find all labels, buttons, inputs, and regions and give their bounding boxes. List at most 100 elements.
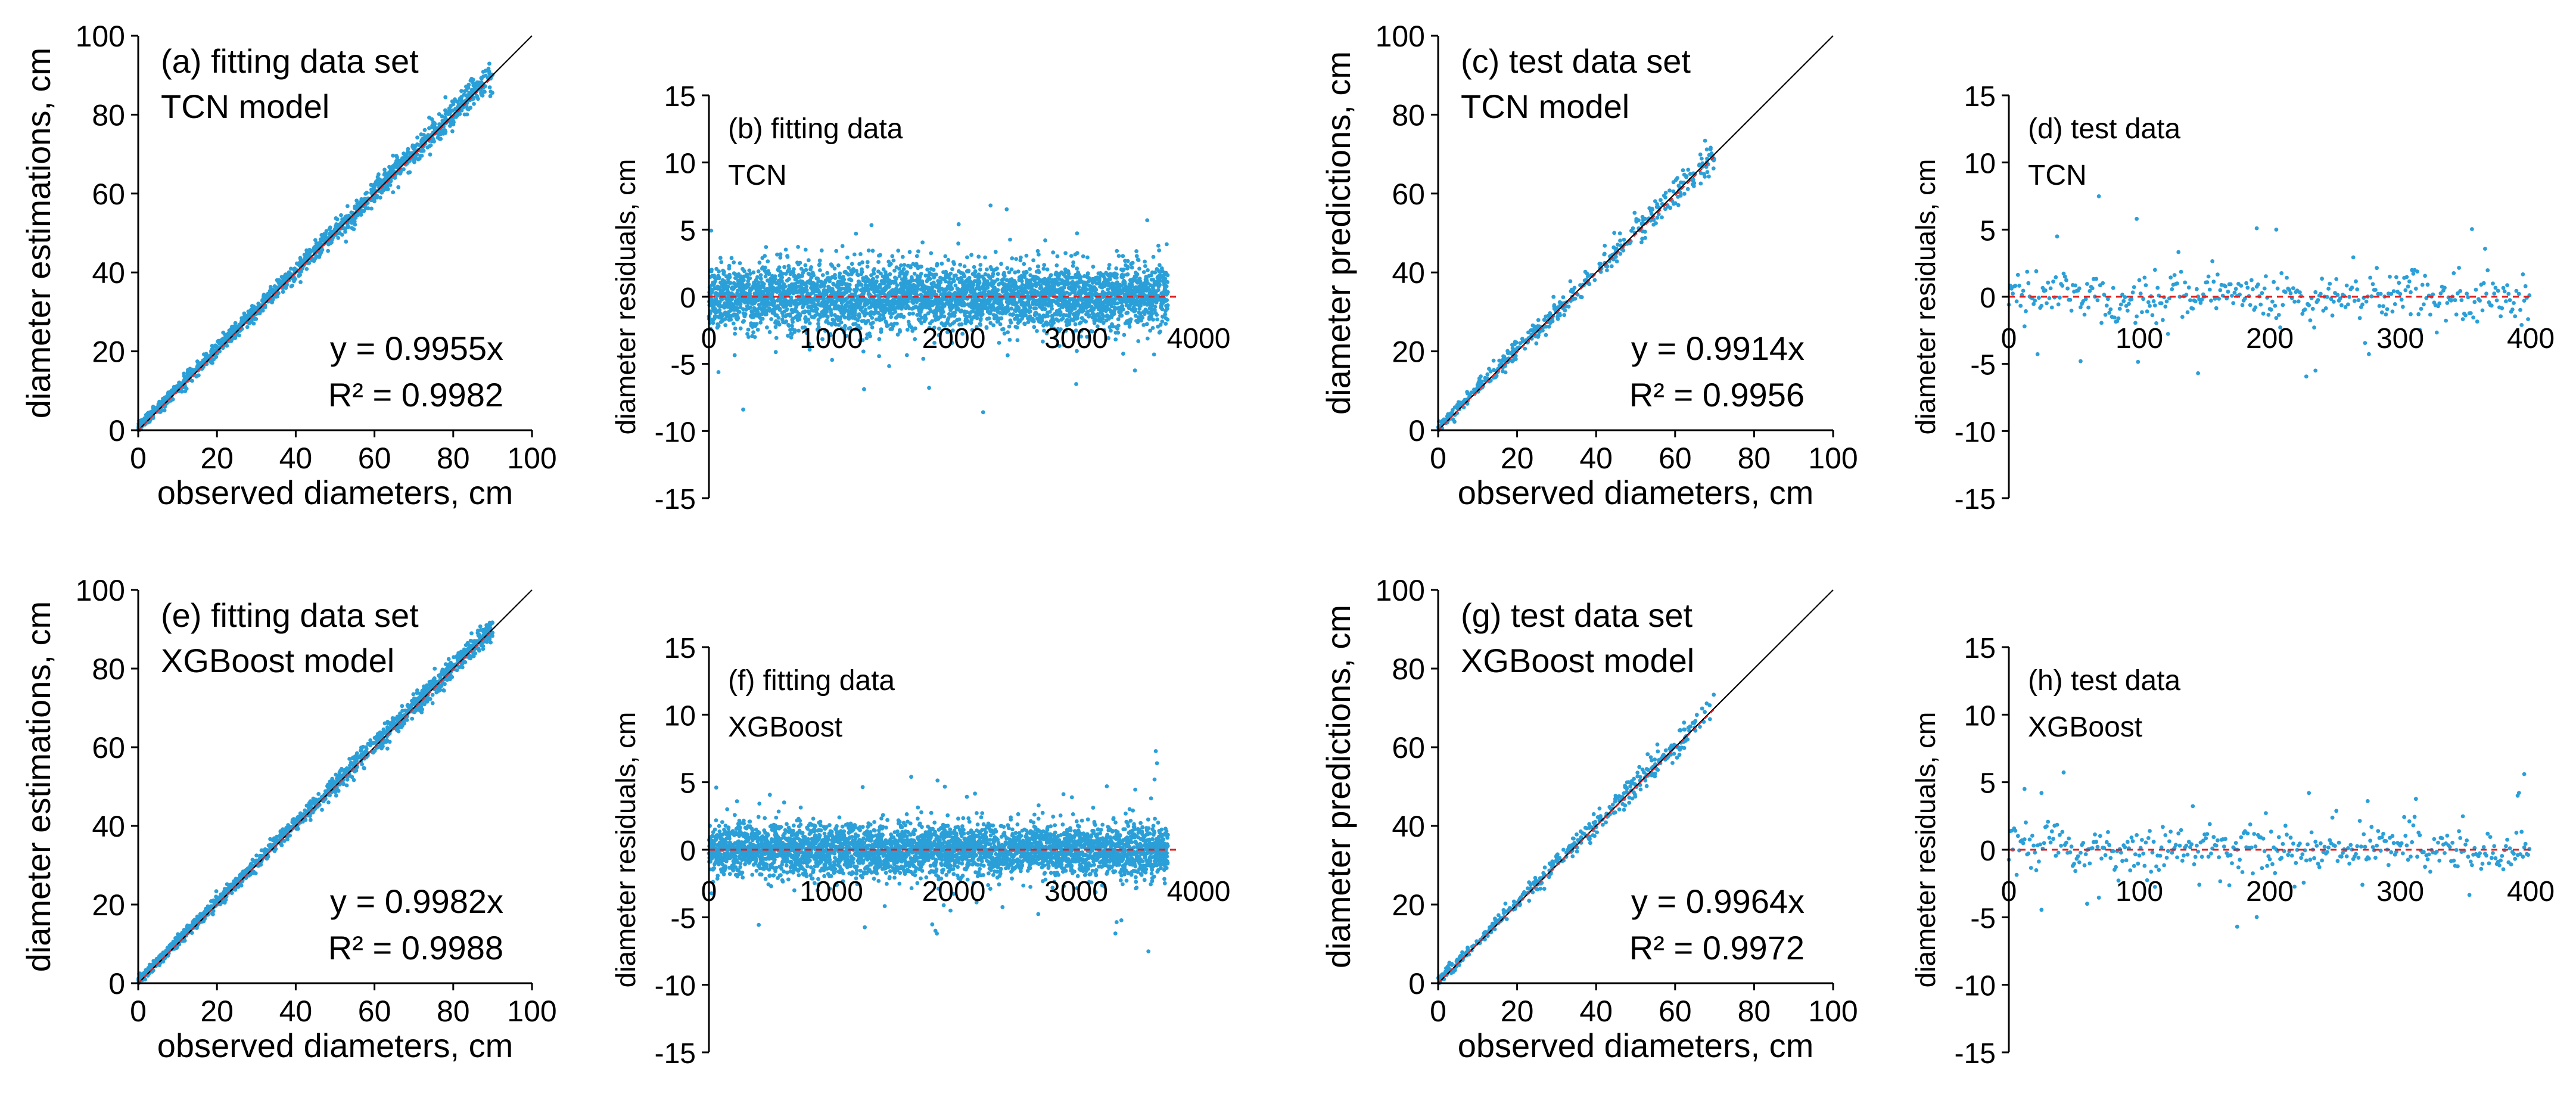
data-point bbox=[785, 307, 789, 312]
data-point bbox=[428, 143, 433, 148]
data-point bbox=[840, 244, 845, 248]
data-point bbox=[928, 276, 932, 281]
data-point bbox=[405, 151, 409, 156]
data-point bbox=[1134, 254, 1139, 259]
data-point bbox=[433, 122, 437, 126]
data-point bbox=[246, 309, 251, 314]
data-point bbox=[719, 260, 724, 265]
data-point bbox=[447, 106, 452, 111]
data-point bbox=[427, 116, 431, 120]
data-point bbox=[1081, 254, 1085, 259]
data-point bbox=[896, 248, 901, 253]
data-point bbox=[1042, 263, 1047, 268]
data-point bbox=[909, 325, 914, 330]
data-point bbox=[326, 248, 330, 253]
data-point bbox=[156, 402, 161, 406]
data-point bbox=[239, 319, 244, 324]
data-point bbox=[382, 167, 387, 172]
data-point bbox=[829, 313, 833, 317]
x-tick-label: 60 bbox=[358, 442, 391, 475]
data-point bbox=[987, 316, 991, 321]
data-point bbox=[784, 319, 789, 324]
data-point bbox=[836, 263, 841, 268]
data-point bbox=[755, 275, 760, 279]
r-squared: R² = 0.9982 bbox=[328, 376, 503, 414]
data-point bbox=[803, 247, 808, 252]
data-point bbox=[479, 92, 484, 97]
data-point bbox=[422, 128, 427, 132]
data-point bbox=[1054, 271, 1059, 275]
data-point bbox=[890, 254, 895, 259]
data-point bbox=[895, 321, 899, 326]
data-point bbox=[1077, 285, 1081, 290]
data-point bbox=[817, 262, 822, 266]
data-point bbox=[1007, 337, 1012, 342]
data-point bbox=[323, 232, 328, 237]
data-point bbox=[999, 262, 1003, 266]
data-point bbox=[751, 270, 756, 275]
data-point bbox=[726, 284, 730, 289]
data-point bbox=[369, 206, 374, 211]
data-point bbox=[1028, 267, 1032, 271]
data-point bbox=[834, 248, 839, 253]
data-point bbox=[145, 411, 150, 416]
data-point bbox=[1054, 263, 1059, 268]
data-point bbox=[1069, 254, 1074, 258]
y-axis-label: diameter estimations, cm bbox=[20, 48, 57, 418]
data-point bbox=[430, 125, 434, 130]
data-point bbox=[752, 335, 757, 339]
data-point bbox=[1116, 254, 1121, 258]
data-point bbox=[934, 272, 938, 277]
data-point bbox=[1085, 271, 1090, 275]
data-point bbox=[999, 316, 1004, 321]
data-point bbox=[774, 335, 779, 340]
data-point bbox=[1037, 270, 1041, 275]
data-point bbox=[832, 266, 837, 271]
data-point bbox=[1106, 266, 1111, 271]
data-point bbox=[909, 265, 913, 270]
data-point bbox=[863, 307, 868, 312]
data-point bbox=[923, 316, 928, 321]
data-point bbox=[983, 255, 987, 260]
data-point bbox=[1051, 250, 1056, 254]
data-point bbox=[806, 258, 811, 263]
data-point bbox=[1116, 324, 1121, 328]
data-point bbox=[1071, 260, 1075, 265]
regression-equation: y = 0.9955x bbox=[330, 330, 503, 367]
data-point bbox=[1006, 330, 1010, 334]
data-point bbox=[358, 200, 363, 204]
data-point bbox=[956, 241, 960, 246]
data-point bbox=[854, 231, 858, 236]
data-point bbox=[803, 263, 808, 268]
x-tick-label: 40 bbox=[279, 442, 313, 475]
data-point bbox=[991, 323, 995, 328]
data-point bbox=[958, 262, 963, 267]
data-point bbox=[819, 248, 824, 253]
data-point bbox=[738, 261, 742, 265]
data-point bbox=[456, 102, 461, 106]
data-point bbox=[783, 247, 788, 252]
data-point bbox=[905, 270, 909, 275]
data-point bbox=[462, 89, 467, 94]
data-point bbox=[1007, 324, 1012, 329]
data-point bbox=[1115, 272, 1119, 276]
data-point bbox=[778, 252, 783, 257]
data-point bbox=[1135, 272, 1140, 276]
data-point bbox=[976, 254, 981, 259]
data-point bbox=[281, 276, 286, 281]
data-point bbox=[189, 367, 194, 372]
data-point bbox=[737, 310, 742, 314]
data-point bbox=[1024, 270, 1029, 275]
data-point bbox=[952, 279, 956, 284]
data-point bbox=[353, 222, 357, 227]
data-point bbox=[717, 276, 721, 281]
data-point bbox=[400, 158, 405, 163]
data-point bbox=[763, 254, 767, 258]
data-point bbox=[895, 283, 900, 288]
data-point bbox=[792, 267, 796, 272]
data-point bbox=[253, 306, 257, 310]
x-tick-label: 20 bbox=[200, 442, 234, 475]
data-point bbox=[298, 280, 303, 284]
data-point bbox=[785, 254, 790, 259]
data-point bbox=[322, 237, 327, 242]
